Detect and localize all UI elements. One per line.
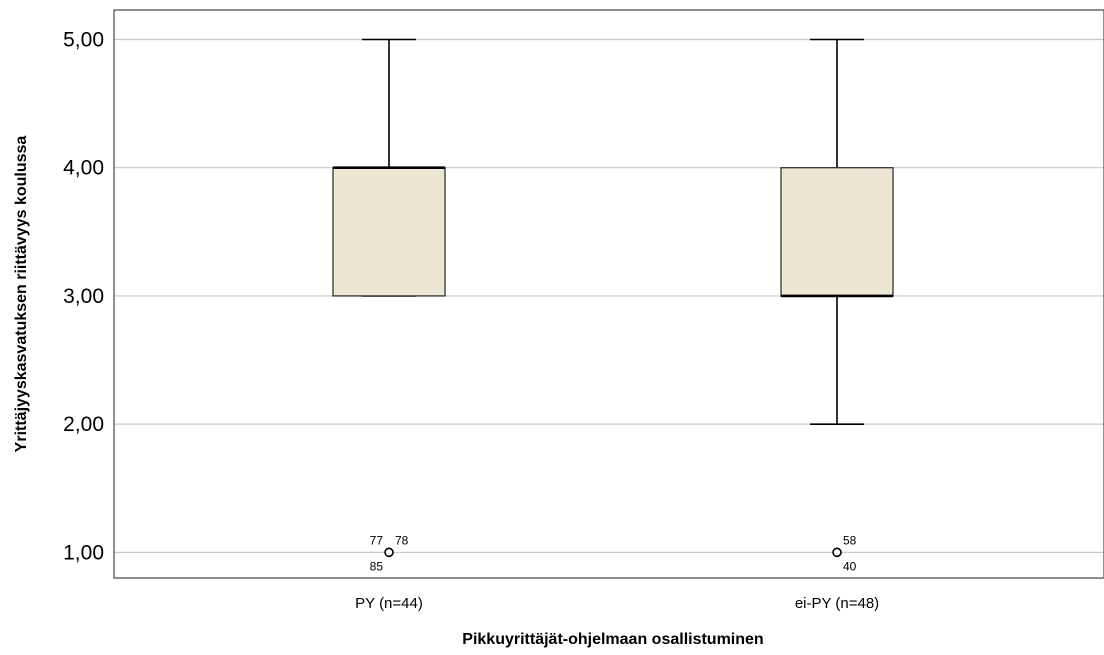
iqr-box — [780, 167, 894, 297]
x-tick-labels: PY (n=44) ei-PY (n=48) — [355, 595, 879, 612]
y-tick-label: 2,00 — [63, 413, 104, 436]
x-tick-label: PY (n=44) — [355, 595, 423, 612]
y-tick-label: 4,00 — [63, 157, 104, 180]
box-group: 77 78 85 — [332, 38, 446, 573]
iqr-box — [332, 167, 446, 297]
outlier-point — [384, 547, 394, 558]
outlier-id-label: 40 — [843, 559, 857, 573]
boxes: 77 78 85 58 40 — [332, 38, 894, 573]
outlier-point — [832, 547, 842, 558]
outlier-id-label: 85 — [370, 559, 384, 573]
gridlines — [114, 38, 1104, 553]
outlier-id-label: 78 — [395, 533, 409, 547]
y-tick-label: 1,00 — [63, 541, 104, 564]
plot-frame — [113, 9, 1104, 579]
x-axis-title: Pikkuyrittäjät-ohjelmaan osallistuminen — [462, 631, 763, 648]
box-group: 58 40 — [780, 38, 894, 573]
y-tick-label: 5,00 — [63, 28, 104, 51]
y-tick-label: 3,00 — [63, 285, 104, 308]
y-tick-labels: 1,00 2,00 3,00 4,00 5,00 — [63, 28, 104, 564]
x-tick-label: ei-PY (n=48) — [795, 595, 879, 612]
outlier-id-label: 77 — [370, 533, 384, 547]
y-axis-title: Yrittäjyyskasvatuksen riittävyys kouluss… — [13, 136, 30, 453]
outlier-id-label: 58 — [843, 533, 857, 547]
